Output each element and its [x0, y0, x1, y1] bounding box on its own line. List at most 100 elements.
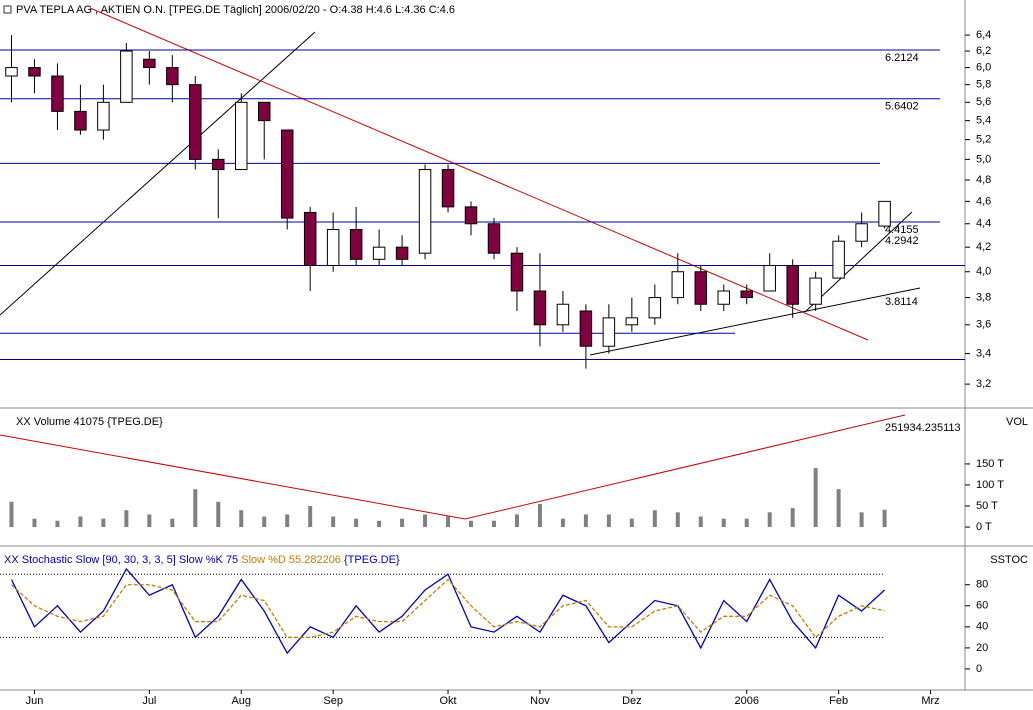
volume-bar — [836, 489, 841, 528]
candle-body — [809, 277, 822, 305]
volume-bar — [606, 514, 611, 528]
y-tick-label: 4,2 — [976, 241, 991, 253]
candle-body — [280, 129, 294, 219]
stoch-title: XX Stochastic Slow [90, 30, 3, 3, 5] Slo… — [4, 554, 400, 566]
volume-bar — [744, 518, 749, 528]
candle-body — [648, 297, 662, 319]
volume-bar — [583, 514, 588, 528]
volume-bar — [216, 501, 221, 528]
y-tick-label: 3,6 — [976, 319, 991, 331]
y-tick-label: 100 T — [976, 479, 1004, 491]
x-tick-label: Okt — [439, 695, 456, 707]
stoch-axis-label: SSTOC — [990, 554, 1028, 566]
trend-line — [589, 287, 921, 356]
trendline-label: 4.2942 — [885, 235, 919, 247]
volume-bar — [882, 509, 887, 528]
candle-body — [28, 67, 41, 77]
volume-bar — [446, 516, 451, 528]
stoch-line — [11, 578, 885, 639]
y-tick-label: 4,6 — [976, 195, 991, 207]
volume-bar — [698, 516, 703, 528]
y-tick-label: 20 — [976, 642, 988, 654]
volume-bar — [491, 520, 496, 528]
volume-bar — [78, 516, 83, 528]
volume-bar — [55, 520, 60, 528]
volume-bar — [124, 510, 129, 528]
volume-trend-line — [0, 414, 906, 520]
candle-body — [372, 246, 386, 260]
candle-body — [878, 200, 891, 227]
candle-body — [74, 110, 87, 131]
trend-line — [0, 31, 316, 316]
y-tick-label: 0 — [976, 663, 982, 675]
y-tick-label: 80 — [976, 579, 988, 591]
trendline-label: 3.8114 — [885, 296, 918, 308]
y-tick-label: 50 T — [976, 500, 998, 512]
candle-body — [189, 84, 202, 160]
candle-body — [235, 101, 248, 171]
volume-annotation: 251934.235113 — [885, 422, 961, 434]
volume-bar — [675, 512, 680, 528]
candle-body — [257, 101, 271, 122]
candle-body — [418, 169, 432, 254]
y-tick-label: 5,2 — [976, 134, 991, 146]
volume-axis-label: VOL — [1006, 416, 1028, 428]
y-tick-label: 3,2 — [976, 378, 991, 390]
candle-body — [602, 317, 616, 347]
candle-body — [671, 271, 685, 299]
candle-body — [579, 310, 593, 347]
candle-body — [533, 290, 547, 326]
volume-bar — [790, 508, 795, 528]
volume-bar — [813, 468, 818, 528]
volume-bar — [331, 516, 336, 528]
candle-body — [166, 67, 179, 86]
volume-bar — [652, 510, 657, 528]
trend-line — [804, 211, 913, 313]
y-tick-label: 4,0 — [976, 266, 991, 278]
x-tick-label: Aug — [231, 695, 251, 707]
volume-bar — [32, 518, 37, 528]
candle-body — [763, 264, 776, 292]
candle-body — [786, 264, 799, 305]
volume-bar — [262, 516, 267, 528]
volume-bar — [193, 489, 198, 528]
volume-bar — [170, 518, 175, 528]
y-tick-label: 5,6 — [976, 96, 991, 108]
volume-bar — [239, 510, 244, 528]
x-tick-label: Mrz — [921, 695, 939, 707]
volume-bar — [377, 520, 382, 528]
checkbox-icon — [3, 5, 12, 14]
volume-bar — [101, 518, 106, 528]
candle-body — [556, 303, 570, 326]
candle-body — [832, 240, 845, 279]
candle-body — [303, 211, 317, 266]
candle-body — [510, 252, 524, 292]
volume-bar — [354, 518, 359, 528]
candle-body — [395, 246, 409, 260]
stoch-line — [10, 567, 886, 655]
candle-body — [441, 169, 455, 208]
volume-bar — [423, 514, 428, 528]
candle-body — [97, 101, 110, 131]
volume-bar — [514, 514, 519, 528]
x-tick-label: 2006 — [734, 695, 758, 707]
stoch-k-label: XX Stochastic Slow [90, 30, 3, 3, 5] Slo… — [4, 554, 238, 566]
level-label: 6.2124 — [885, 52, 919, 64]
candle-body — [487, 223, 501, 254]
volume-bar — [285, 514, 290, 528]
candle-body — [120, 50, 133, 103]
y-tick-label: 4,8 — [976, 174, 991, 186]
stoch-d-label: Slow %D 55.282206 — [241, 554, 341, 566]
candle-body — [855, 223, 868, 242]
y-tick-label: 5,8 — [976, 79, 991, 91]
stoch-source: {TPEG.DE} — [344, 554, 400, 566]
volume-bar — [147, 514, 152, 528]
y-tick-label: 6,4 — [976, 29, 991, 41]
x-tick-label: Jul — [142, 695, 156, 707]
y-tick-label: 3,8 — [976, 291, 991, 303]
volume-bar — [560, 518, 565, 528]
candle-body — [694, 271, 708, 305]
candle-body — [625, 317, 639, 326]
y-tick-label: 40 — [976, 621, 988, 633]
volume-bar — [9, 501, 14, 528]
